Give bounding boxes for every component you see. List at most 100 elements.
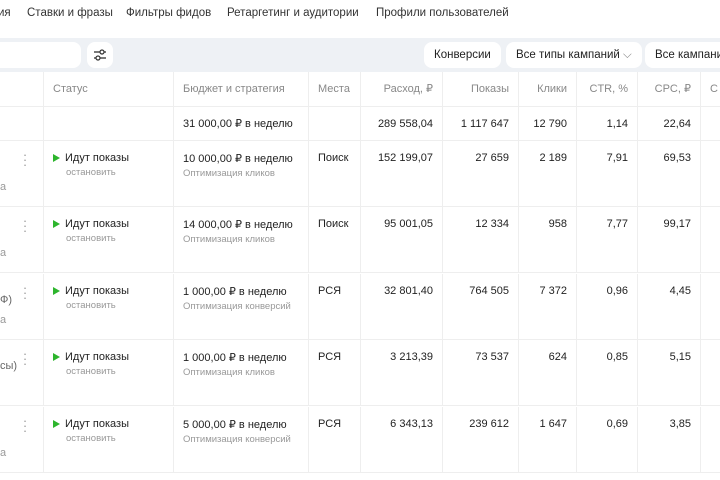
col-shows[interactable]: Показы bbox=[442, 72, 518, 106]
col-status[interactable]: Статус bbox=[43, 72, 173, 106]
sliders-icon bbox=[94, 49, 106, 61]
table-row: а · · · Идут показы остановить 14 000,00 ₽… bbox=[0, 207, 720, 274]
places-cell: РСЯ bbox=[308, 406, 360, 472]
stop-link[interactable]: остановить bbox=[66, 432, 116, 444]
tab-feed-filters[interactable]: Фильтры фидов bbox=[126, 7, 212, 19]
chevron-down-icon: ⌵ bbox=[623, 49, 632, 61]
strategy-text: Оптимизация конверсий bbox=[183, 300, 291, 312]
more-options-icon[interactable]: · · · bbox=[22, 147, 28, 172]
stop-link[interactable]: остановить bbox=[66, 167, 116, 178]
table-row: сы) · · · Идут показы остановить 1 000,00 … bbox=[0, 340, 720, 407]
tab-user-profiles[interactable]: Профили пользователей bbox=[376, 7, 509, 19]
total-shows: 1 117 647 bbox=[442, 107, 518, 140]
toolbar: Конверсии Все типы кампаний ⌵ Все кампан… bbox=[0, 38, 720, 72]
spend-cell: 32 801,40 bbox=[360, 273, 442, 339]
cpc-cell: 5,15 bbox=[637, 340, 700, 406]
col-partial[interactable]: С bbox=[700, 72, 720, 106]
table-header: Статус Бюджет и стратегия Места Расход, … bbox=[0, 72, 720, 107]
spend-cell: 95 001,05 bbox=[360, 207, 442, 273]
budget-link[interactable]: 10 000,00 ₽ в неделю bbox=[183, 153, 293, 165]
tab-retargeting[interactable]: Ретаргетинг и аудитории bbox=[227, 7, 359, 19]
places-cell: РСЯ bbox=[308, 340, 360, 406]
shows-cell: 764 505 bbox=[442, 273, 518, 339]
status-text: Идут показы bbox=[65, 218, 129, 231]
spend-cell: 6 343,13 bbox=[360, 406, 442, 472]
col-places[interactable]: Места bbox=[308, 72, 360, 106]
clicks-cell: 1 647 bbox=[518, 406, 576, 472]
shows-cell: 12 334 bbox=[442, 207, 518, 273]
conversions-button[interactable]: Конверсии bbox=[424, 42, 501, 68]
more-options-icon[interactable]: · · · bbox=[22, 412, 28, 438]
ctr-cell: 0,69 bbox=[576, 406, 637, 472]
budget-link[interactable]: 5 000,00 ₽ в неделю bbox=[183, 418, 287, 431]
budget-link[interactable]: 1 000,00 ₽ в неделю bbox=[183, 352, 287, 365]
campaign-name-partial: Ф) bbox=[0, 293, 13, 306]
clicks-cell: 7 372 bbox=[518, 273, 576, 339]
clicks-cell: 624 bbox=[518, 340, 576, 406]
filter-settings-button[interactable] bbox=[87, 42, 113, 68]
campaign-types-dropdown[interactable]: Все типы кампаний ⌵ bbox=[506, 42, 642, 68]
cpc-cell: 3,85 bbox=[637, 406, 700, 472]
campaign-sub-partial: а bbox=[0, 247, 7, 260]
play-icon bbox=[53, 419, 60, 428]
clicks-cell: 958 bbox=[518, 207, 576, 273]
play-icon bbox=[53, 154, 60, 162]
cpc-cell: 69,53 bbox=[637, 141, 700, 206]
search-input[interactable] bbox=[0, 42, 81, 68]
col-ctr[interactable]: CTR, % bbox=[576, 72, 637, 106]
play-icon bbox=[53, 353, 60, 362]
tab-partial[interactable]: ия bbox=[0, 7, 11, 19]
strategy-text: Оптимизация кликов bbox=[183, 168, 275, 179]
play-icon bbox=[53, 286, 60, 295]
tab-bids-phrases[interactable]: Ставки и фразы bbox=[27, 7, 113, 19]
cpc-cell: 4,45 bbox=[637, 273, 700, 339]
stop-link[interactable]: остановить bbox=[66, 299, 116, 311]
status-text: Идут показы bbox=[65, 417, 129, 430]
budget-link[interactable]: 1 000,00 ₽ в неделю bbox=[183, 285, 287, 298]
total-clicks: 12 790 bbox=[518, 107, 576, 140]
play-icon bbox=[53, 220, 60, 229]
total-budget: 31 000,00 ₽ в неделю bbox=[173, 107, 308, 140]
strategy-text: Оптимизация кликов bbox=[183, 367, 275, 379]
campaign-sub-partial: а bbox=[0, 446, 7, 459]
ctr-cell: 7,77 bbox=[576, 207, 637, 273]
budget-link[interactable]: 14 000,00 ₽ в неделю bbox=[183, 219, 293, 232]
campaign-sub-partial: а bbox=[0, 181, 7, 193]
total-cpc: 22,64 bbox=[637, 107, 700, 140]
col-budget[interactable]: Бюджет и стратегия bbox=[173, 72, 308, 106]
stop-link[interactable]: остановить bbox=[66, 233, 116, 245]
spend-cell: 152 199,07 bbox=[360, 141, 442, 206]
ctr-cell: 0,96 bbox=[576, 273, 637, 339]
total-spend: 289 558,04 bbox=[360, 107, 442, 140]
shows-cell: 27 659 bbox=[442, 141, 518, 206]
more-options-icon[interactable]: · · · bbox=[22, 279, 28, 305]
totals-row: 31 000,00 ₽ в неделю 289 558,04 1 117 64… bbox=[0, 107, 720, 141]
tabs: ия Ставки и фразы Фильтры фидов Ретаргет… bbox=[0, 0, 720, 36]
col-spend[interactable]: Расход, ₽ bbox=[360, 72, 442, 106]
strategy-text: Оптимизация кликов bbox=[183, 234, 275, 246]
strategy-text: Оптимизация конверсий bbox=[183, 433, 291, 445]
stop-link[interactable]: остановить bbox=[66, 366, 116, 378]
col-cpc[interactable]: CPC, ₽ bbox=[637, 72, 700, 106]
ctr-cell: 7,91 bbox=[576, 141, 637, 206]
more-options-icon[interactable]: · · · bbox=[22, 346, 28, 372]
total-ctr: 1,14 bbox=[576, 107, 637, 140]
clicks-cell: 2 189 bbox=[518, 141, 576, 206]
col-clicks[interactable]: Клики bbox=[518, 72, 576, 106]
places-cell: РСЯ bbox=[308, 273, 360, 339]
campaigns-dropdown[interactable]: Все кампани bbox=[645, 42, 720, 68]
places-cell: Поиск bbox=[308, 207, 360, 273]
table-row: Ф) а · · · Идут показы остановить 1 000,00… bbox=[0, 273, 720, 340]
campaign-sub-partial: а bbox=[0, 313, 7, 326]
status-text: Идут показы bbox=[65, 152, 129, 164]
status-text: Идут показы bbox=[65, 284, 129, 297]
campaign-types-label: Все типы кампаний bbox=[516, 49, 620, 61]
table-row: а · · · Идут показы остановить 5 000,00 ₽ … bbox=[0, 406, 720, 473]
status-text: Идут показы bbox=[65, 351, 129, 364]
campaign-name-partial: сы) bbox=[0, 360, 18, 373]
ctr-cell: 0,85 bbox=[576, 340, 637, 406]
shows-cell: 239 612 bbox=[442, 406, 518, 472]
cpc-cell: 99,17 bbox=[637, 207, 700, 273]
spend-cell: 3 213,39 bbox=[360, 340, 442, 406]
more-options-icon[interactable]: · · · bbox=[22, 213, 28, 239]
